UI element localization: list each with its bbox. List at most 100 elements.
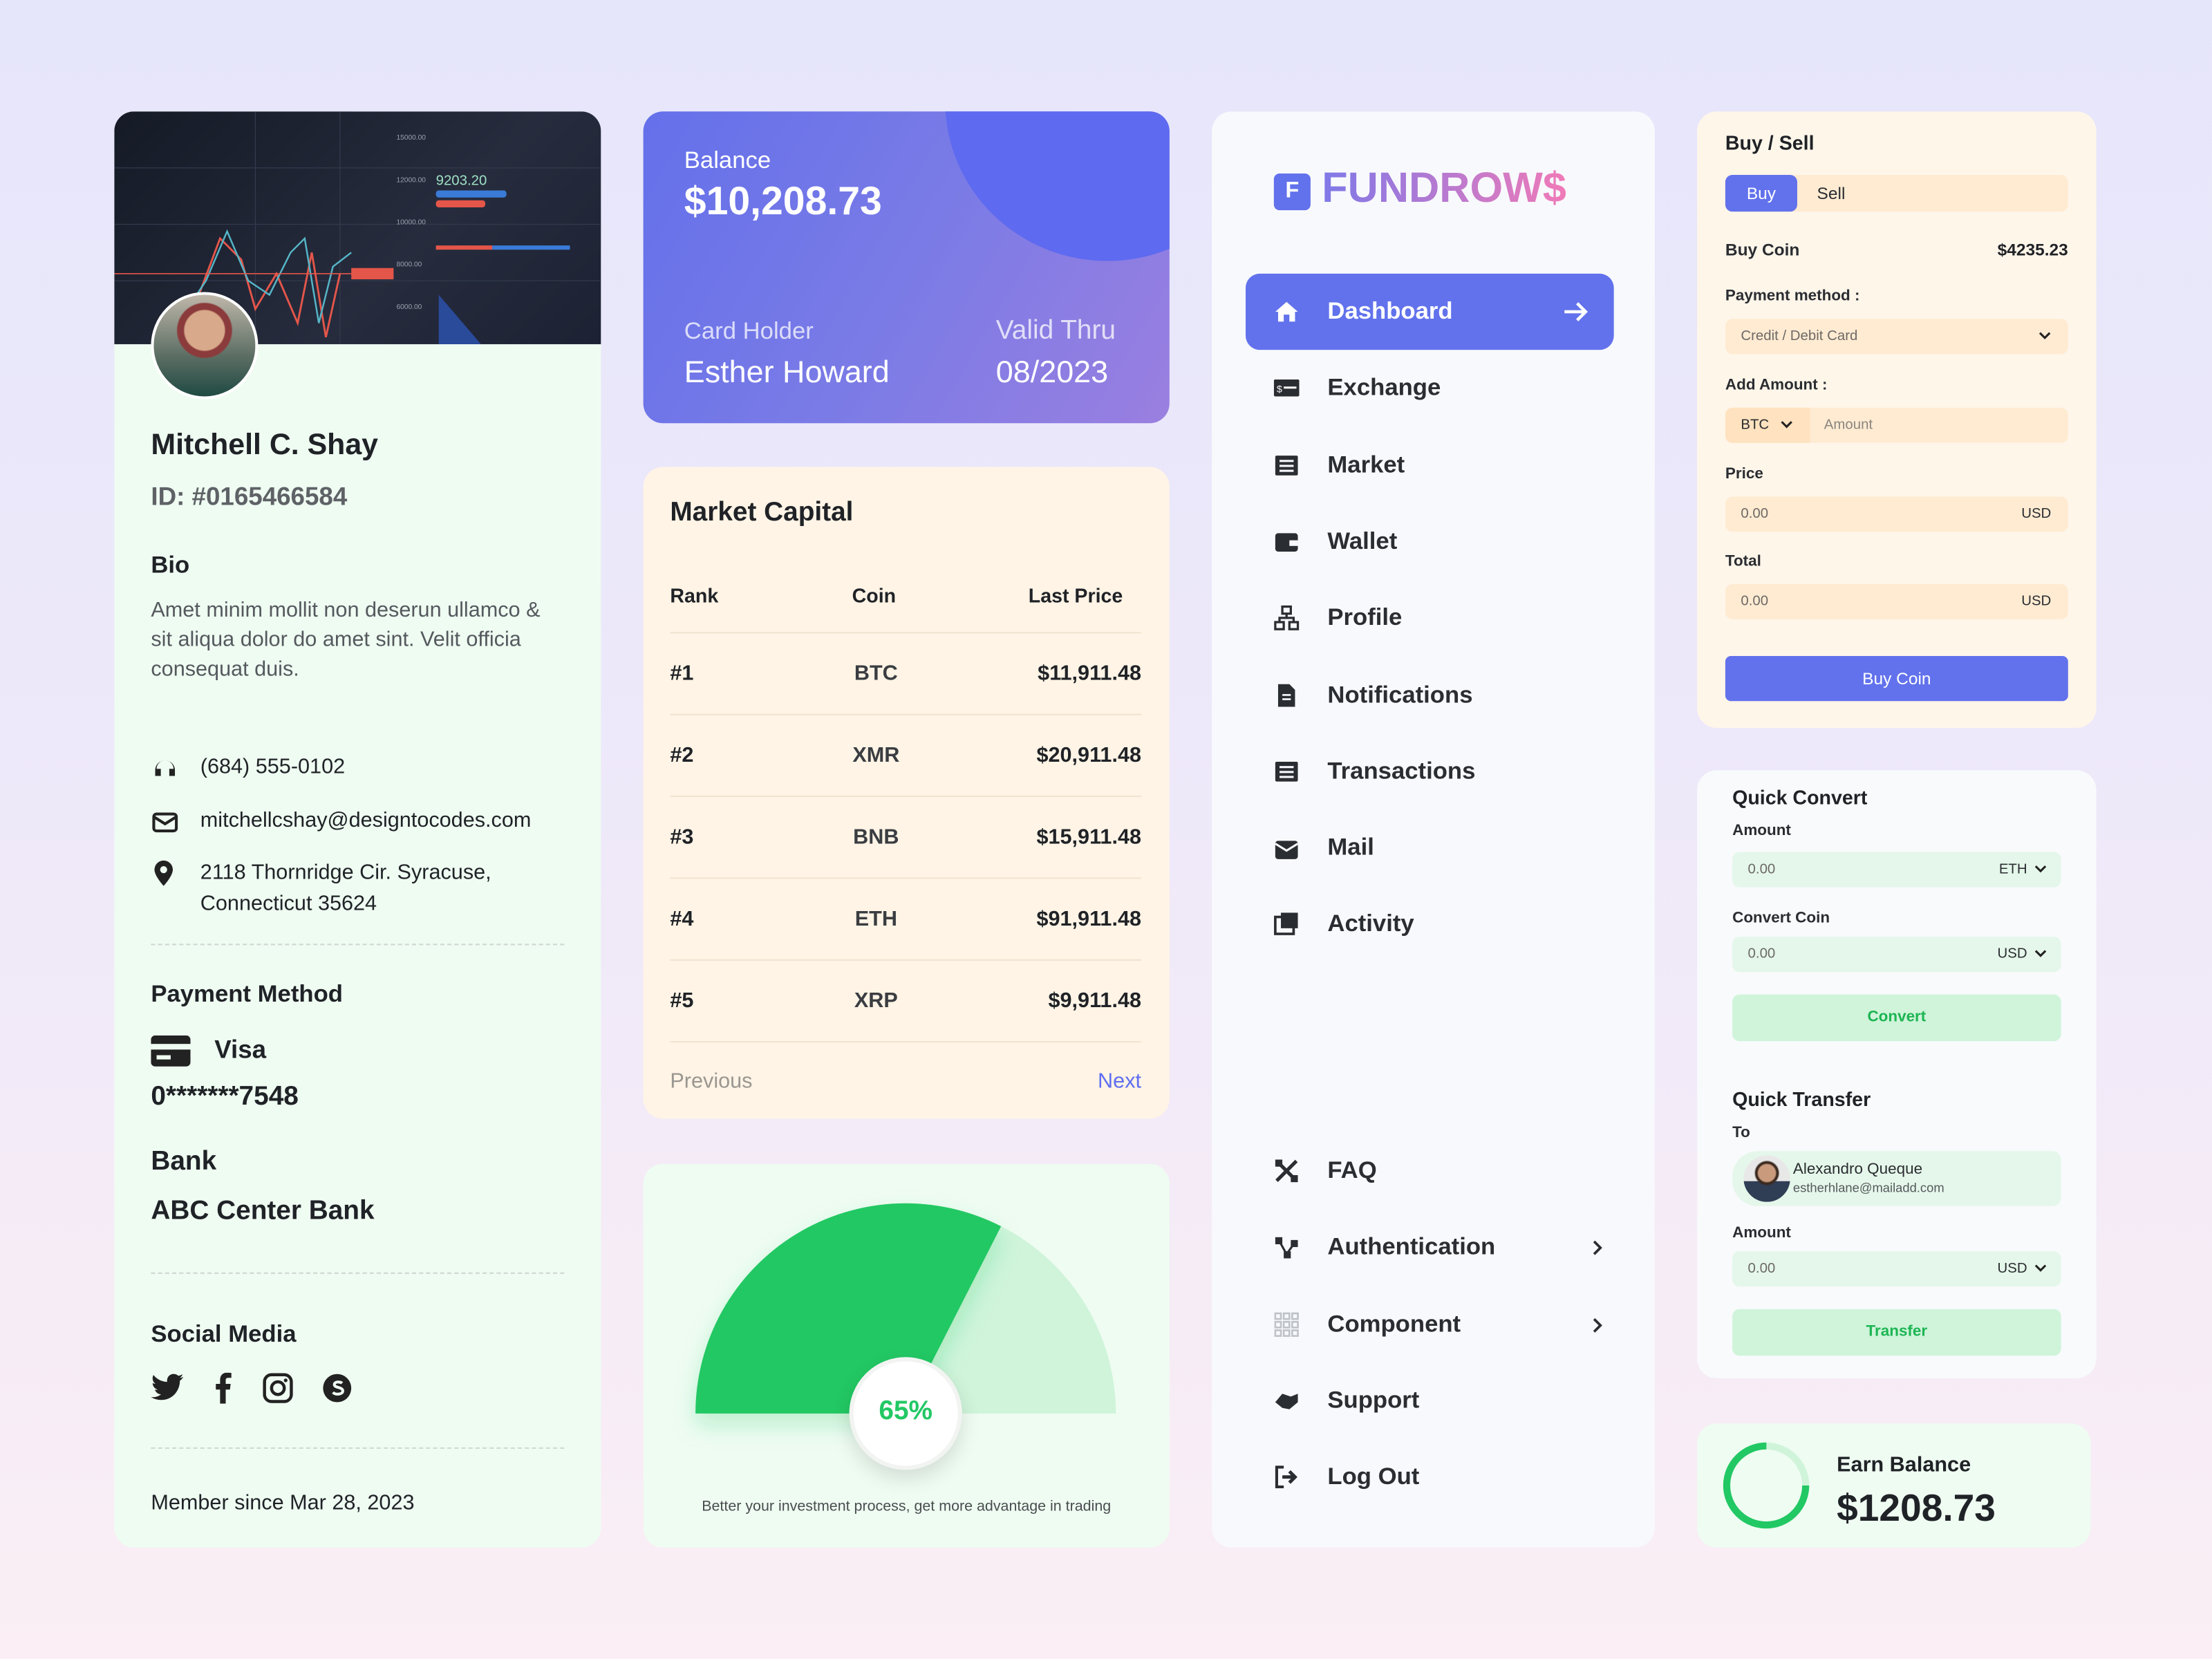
convert-amount-unit[interactable]: ETH <box>1998 861 2027 878</box>
svg-text:$: $ <box>1277 384 1282 395</box>
balance-label: Balance <box>684 147 771 174</box>
total-label: Total <box>1725 552 1761 570</box>
transfer-button[interactable]: Transfer <box>1732 1309 2061 1356</box>
payment-method-select[interactable]: Credit / Debit Card <box>1725 319 2068 355</box>
avatar <box>151 292 259 400</box>
coin-cell: ETH <box>854 907 897 931</box>
rank-cell: #2 <box>670 743 694 768</box>
sidebar-item-market[interactable]: Market <box>1246 427 1614 503</box>
rank-cell: #3 <box>670 825 694 850</box>
row-divider <box>670 1041 1142 1043</box>
convert-button[interactable]: Convert <box>1732 994 2061 1042</box>
activity-icon <box>1274 913 1298 936</box>
sidebar-item-faq[interactable]: FAQ <box>1246 1133 1614 1209</box>
price-unit: USD <box>2021 506 2052 523</box>
divider <box>151 944 565 946</box>
location-pin-icon <box>154 860 173 886</box>
chevron-right-icon <box>1593 1241 1602 1256</box>
coin-select[interactable]: BTC <box>1725 407 1810 443</box>
market-icon <box>1275 455 1298 475</box>
sidebar-item-activity[interactable]: Activity <box>1246 886 1614 962</box>
recipient-email: estherhlane@mailadd.com <box>1792 1181 1944 1195</box>
valid-thru-date: 08/2023 <box>995 354 1109 390</box>
sidebar-item-label: Support <box>1327 1386 1420 1414</box>
sidebar-item-wallet[interactable]: Wallet <box>1246 503 1614 579</box>
convert-coin-unit[interactable]: USD <box>1997 946 2027 962</box>
sidebar-item-profile[interactable]: Profile <box>1246 580 1614 656</box>
facebook-icon[interactable] <box>213 1372 233 1404</box>
email-link[interactable]: mitchellcshay@designtocodes.com <box>200 808 532 833</box>
credit-card-icon <box>151 1035 191 1067</box>
sidebar-item-transactions[interactable]: Transactions <box>1246 733 1614 809</box>
sidebar-item-label: Profile <box>1327 603 1403 631</box>
instagram-icon[interactable] <box>263 1373 294 1404</box>
recipient-avatar <box>1743 1155 1790 1202</box>
sidebar-item-label: Mail <box>1327 834 1374 861</box>
bank-name: ABC Center Bank <box>151 1196 375 1226</box>
transfer-amount-unit[interactable]: USD <box>1997 1261 2027 1277</box>
exchange-icon: $ <box>1273 379 1300 397</box>
chevron-right-icon <box>1593 1318 1602 1332</box>
sidebar-item-exchange[interactable]: $ Exchange <box>1246 350 1614 427</box>
sidebar-item-label: Market <box>1327 451 1405 478</box>
buy-coin-button[interactable]: Buy Coin <box>1725 655 2068 702</box>
transfer-amount-input[interactable]: 0.00 USD <box>1732 1251 2061 1287</box>
quick-convert-transfer-card: Quick Convert Amount 0.00 ETH Convert Co… <box>1697 770 2097 1378</box>
profile-icon <box>1274 606 1300 631</box>
coin-select-value: BTC <box>1741 418 1770 433</box>
member-since: Member since Mar 28, 2023 <box>151 1491 415 1515</box>
svg-text:6000.00: 6000.00 <box>396 303 422 311</box>
price-value: 0.00 <box>1741 506 1769 523</box>
logout-icon <box>1275 1465 1297 1489</box>
support-icon <box>1275 1394 1298 1409</box>
sidebar-item-dashboard[interactable]: Dashboard <box>1246 273 1614 350</box>
chevron-down-icon <box>2034 865 2047 873</box>
row-divider <box>670 632 1142 634</box>
earn-title: Earn Balance <box>1837 1453 1971 1477</box>
column-rank: Rank <box>670 583 719 607</box>
sidebar-item-log-out[interactable]: Log Out <box>1246 1439 1614 1515</box>
coin-cell: BNB <box>853 825 899 850</box>
investment-gauge-card: 65% Better your investment process, get … <box>643 1163 1170 1548</box>
sidebar-item-label: Notifications <box>1327 680 1473 708</box>
convert-amount-input[interactable]: 0.00 ETH <box>1732 852 2061 888</box>
brand-logo-icon: F <box>1273 174 1311 211</box>
component-icon <box>1274 1311 1299 1337</box>
sidebar-item-label: Wallet <box>1327 527 1398 554</box>
buy-sell-title: Buy / Sell <box>1725 131 1815 154</box>
total-value: 0.00 <box>1741 594 1769 610</box>
sidebar-item-mail[interactable]: Mail <box>1246 810 1614 886</box>
twitter-icon[interactable] <box>151 1373 185 1404</box>
price-input[interactable]: 0.00 USD <box>1725 496 2068 532</box>
coin-cell: XMR <box>852 743 900 768</box>
sidebar-item-component[interactable]: Component <box>1246 1286 1614 1362</box>
payment-method-label: Payment method : <box>1725 288 1860 305</box>
total-input[interactable]: 0.00 USD <box>1725 583 2068 619</box>
tab-sell[interactable]: Sell <box>1817 183 1846 203</box>
rank-cell: #4 <box>670 907 694 931</box>
price-label: Price <box>1725 465 1763 482</box>
bio-title: Bio <box>151 551 190 579</box>
sidebar-item-support[interactable]: Support <box>1246 1362 1614 1438</box>
recipient-select[interactable]: Alexandro Queque estherhlane@mailadd.com <box>1732 1151 2061 1206</box>
profile-id: ID: #0165466584 <box>151 482 348 511</box>
amount-input[interactable]: Amount <box>1824 418 1873 433</box>
tab-buy[interactable]: Buy <box>1725 175 1797 212</box>
transfer-amount-value: 0.00 <box>1747 1261 1776 1277</box>
next-button[interactable]: Next <box>1098 1069 1142 1094</box>
phone-text: (684) 555-0102 <box>200 754 346 779</box>
address-line1: 2118 Thornridge Cir. Syracuse, <box>200 860 491 885</box>
sidebar-item-authentication[interactable]: Authentication <box>1246 1210 1614 1286</box>
skype-icon[interactable] <box>321 1373 353 1404</box>
previous-button[interactable]: Previous <box>670 1069 753 1094</box>
column-last-price: Last Price <box>1028 583 1123 607</box>
sidebar-nav: F FUNDROW$ Dashboard $ Exchange Market W… <box>1212 111 1655 1548</box>
gauge-chart <box>695 1203 1116 1414</box>
quick-convert-title: Quick Convert <box>1732 785 1868 809</box>
ring-progress <box>1723 1442 1810 1529</box>
sidebar-item-notifications[interactable]: Notifications <box>1246 657 1614 733</box>
divider <box>151 1272 565 1274</box>
chevron-down-icon <box>1781 421 1792 429</box>
convert-coin-input[interactable]: 0.00 USD <box>1732 937 2061 973</box>
social-media-title: Social Media <box>151 1320 297 1347</box>
